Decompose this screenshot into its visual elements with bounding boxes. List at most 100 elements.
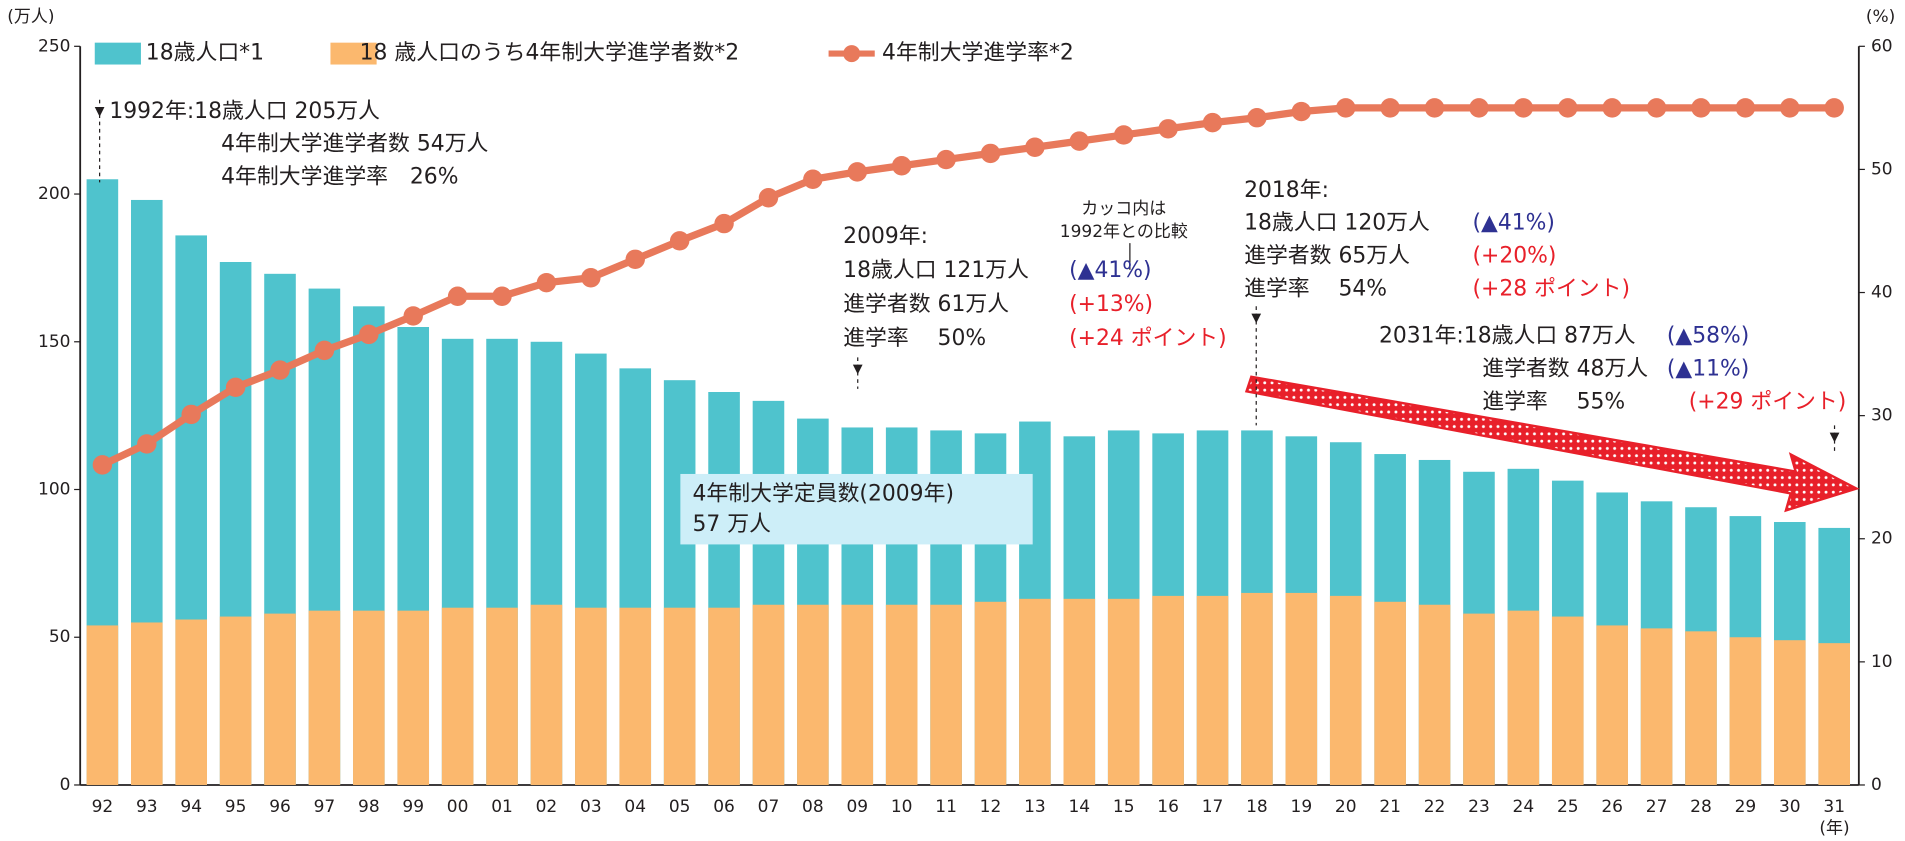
bar <box>841 604 874 785</box>
annotation-arrowhead <box>1251 313 1262 324</box>
x-tick-label: 94 <box>180 797 202 817</box>
y2-axis-label: (%) <box>1866 7 1895 27</box>
x-tick-label: 03 <box>580 797 602 817</box>
rate-marker <box>936 149 956 170</box>
bar <box>353 610 385 785</box>
annotation-change: (+20%) <box>1472 243 1556 268</box>
bar <box>1463 613 1495 785</box>
rate-marker <box>1380 98 1400 118</box>
rate-marker <box>1336 98 1356 118</box>
x-tick-label: 19 <box>1291 797 1313 817</box>
rate-marker <box>1202 112 1223 133</box>
legend-marker <box>843 45 861 63</box>
x-tick-label: 10 <box>891 797 913 817</box>
bar <box>974 601 1007 785</box>
x-tick-label: 29 <box>1735 797 1757 817</box>
bar <box>708 607 740 785</box>
annotation-text: 進学率 55% <box>1482 389 1625 414</box>
x-tick-label: 02 <box>536 797 558 817</box>
x-tick-label: 11 <box>935 797 957 817</box>
bar <box>1596 625 1628 785</box>
rate-marker <box>1824 98 1844 118</box>
bar <box>1685 631 1717 785</box>
x-tick-label: 28 <box>1690 797 1712 817</box>
annotation-change: (+13%) <box>1069 292 1153 317</box>
y-tick-label: 100 <box>38 480 70 500</box>
legend-label: 18 歳人口のうち4年制大学進学者数*2 <box>360 41 740 66</box>
rate-marker <box>1513 98 1534 118</box>
note-text: 1992年との比較 <box>1060 222 1188 242</box>
bar <box>530 604 563 785</box>
rate-marker <box>1735 98 1756 118</box>
annotation-arrowhead <box>1829 432 1840 443</box>
y-tick-label: 50 <box>49 627 71 647</box>
rate-marker <box>669 231 690 251</box>
x-tick-label: 00 <box>447 797 469 817</box>
bar <box>86 625 119 785</box>
x-tick-label: 12 <box>980 797 1002 817</box>
x-tick-label: 20 <box>1335 797 1357 817</box>
bar <box>441 607 474 785</box>
rate-marker <box>1646 98 1667 118</box>
bar <box>1196 595 1229 785</box>
rate-marker <box>847 162 867 182</box>
rate-marker <box>1780 98 1800 118</box>
legend-label: 18歳人口*1 <box>146 41 264 66</box>
annotation-arrowhead <box>852 364 863 375</box>
trend-arrow <box>1244 375 1860 513</box>
rate-marker <box>1602 98 1622 118</box>
bar <box>486 607 518 785</box>
y-tick-label: 250 <box>38 36 70 56</box>
rate-marker <box>1558 98 1578 118</box>
x-tick-label: 04 <box>624 797 646 817</box>
x-tick-label: 24 <box>1513 797 1535 817</box>
x-tick-label: 01 <box>491 797 513 817</box>
annotation-change: (▲11%) <box>1667 356 1749 381</box>
bar <box>885 604 918 785</box>
y2-tick-label: 20 <box>1871 529 1893 549</box>
rate-marker <box>1469 98 1489 118</box>
rate-line <box>100 104 1835 469</box>
bar <box>575 607 607 785</box>
y2-tick-label: 30 <box>1871 406 1893 426</box>
x-tick-label: 15 <box>1113 797 1135 817</box>
x-tick-label: 17 <box>1202 797 1224 817</box>
x-axis-label: (年) <box>1819 819 1849 839</box>
bar <box>1019 598 1051 785</box>
x-tick-label: 96 <box>269 797 291 817</box>
rate-marker <box>403 306 423 326</box>
x-tick-label: 92 <box>92 797 114 817</box>
rate-marker <box>1691 98 1711 118</box>
rate-marker <box>891 156 912 176</box>
annotation-change: (+29 ポイント) <box>1689 389 1847 414</box>
annotation-text: 4年制大学進学率 26% <box>221 165 458 190</box>
annotation-text: 進学率 50% <box>843 326 986 351</box>
y2-tick-label: 10 <box>1871 652 1893 672</box>
x-tick-label: 97 <box>314 797 336 817</box>
rate-marker <box>980 143 1001 164</box>
bar <box>1329 595 1362 785</box>
rate-marker <box>1247 107 1267 128</box>
annotation-text: 18歳人口 121万人 <box>843 258 1029 283</box>
rate-marker <box>1113 125 1134 145</box>
rate-marker <box>581 268 601 288</box>
rate-marker <box>1069 131 1090 151</box>
rate-marker <box>314 340 335 361</box>
bar <box>930 604 962 785</box>
x-tick-label: 06 <box>713 797 735 817</box>
rate-marker <box>714 213 734 234</box>
x-tick-label: 08 <box>802 797 824 817</box>
bar <box>752 604 785 785</box>
bar <box>1551 616 1584 785</box>
rate-marker <box>1424 98 1445 118</box>
rate-marker <box>359 324 379 345</box>
rate-marker <box>181 404 201 425</box>
rate-marker <box>225 377 246 398</box>
y2-tick-label: 50 <box>1871 159 1893 179</box>
annotation-text: 1992年:18歳人口 205万人 <box>109 99 380 124</box>
x-tick-label: 16 <box>1157 797 1179 817</box>
bar <box>219 616 252 785</box>
legend-swatch <box>330 42 377 65</box>
